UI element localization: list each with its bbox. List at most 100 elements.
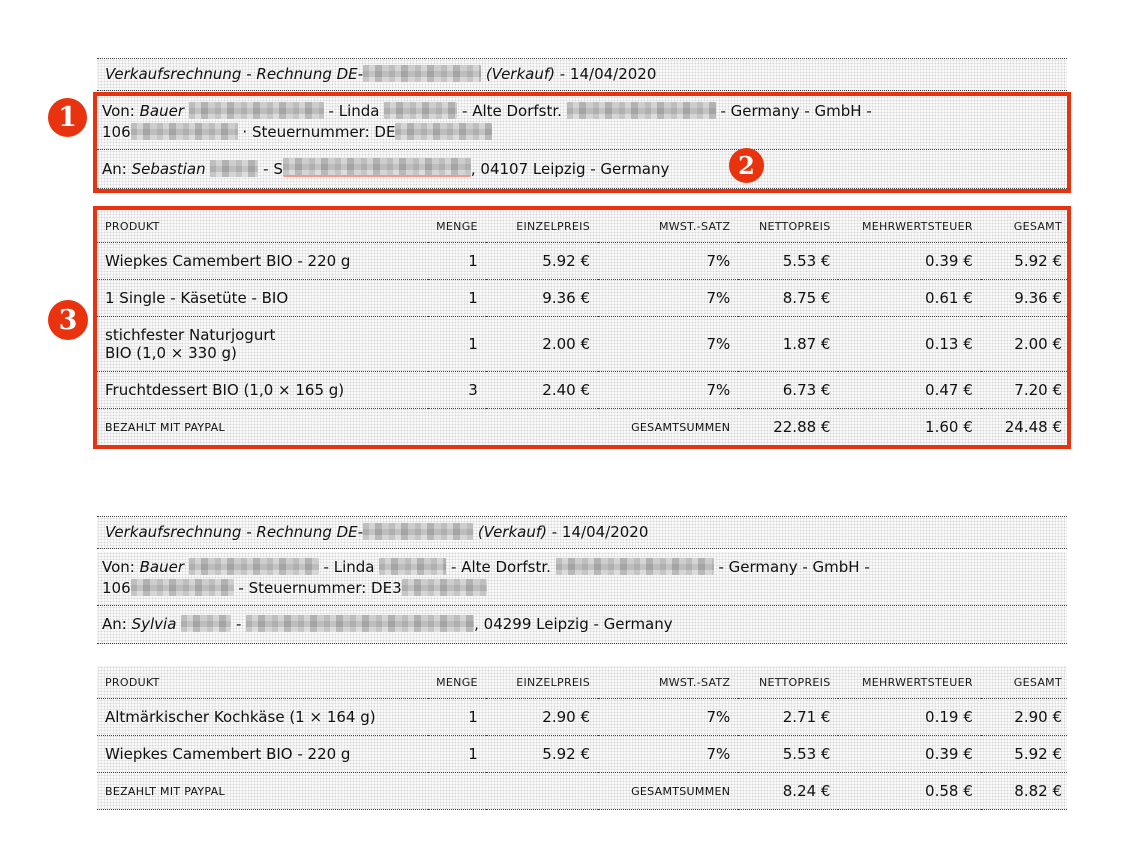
total-price: 2.00 € — [980, 316, 1067, 372]
table-footer: BEZAHLT MIT PAYPAL GESAMTSUMMEN 22.88 € … — [97, 408, 1067, 445]
invoice-1: Verkaufsrechnung - Rechnung DE- (Verkauf… — [93, 58, 1071, 449]
seller-line-2: 106 - Steuernummer: DE3 — [97, 578, 1067, 605]
product-row: Wiepkes Camembert BIO - 220 g 1 5.92 €7% 5.… — [97, 242, 1067, 280]
quantity: 1 — [427, 279, 486, 317]
redacted-text — [130, 579, 234, 596]
vat-amount: 0.47 € — [838, 371, 981, 409]
text-segment: - 14/04/2020 — [546, 523, 649, 541]
unit-price: 2.40 € — [485, 371, 598, 409]
redacted-text — [246, 615, 475, 632]
redacted-text — [555, 558, 714, 575]
redacted-text — [181, 615, 232, 632]
text-segment: Bauer — [139, 102, 184, 120]
text-segment: - S — [258, 160, 283, 178]
net-price: 2.71 € — [738, 698, 839, 736]
quantity: 1 — [427, 242, 486, 280]
text-segment: Sylvia — [131, 615, 177, 633]
text-segment: - 14/04/2020 — [554, 65, 657, 83]
invoice-1-product-table: PRODUKT MENGE EINZELPREIS MWST.-SATZ NET… — [97, 210, 1067, 445]
vat-amount: 0.39 € — [838, 242, 981, 280]
col-nettopreis: NETTOPREIS — [758, 676, 831, 689]
totals-label: GESAMTSUMMEN — [598, 772, 739, 810]
redacted-text — [363, 65, 482, 82]
text-segment: , 04107 Leipzig - Germany — [470, 160, 670, 178]
highlight-rect-table: PRODUKT MENGE EINZELPREIS MWST.-SATZ NET… — [93, 206, 1071, 449]
redacted-text — [384, 102, 458, 119]
text-segment: (Verkauf) — [473, 523, 547, 541]
total-price: 5.92 € — [980, 735, 1067, 773]
text-segment: , 04299 Leipzig - Germany — [474, 615, 673, 633]
redacted-text — [401, 579, 487, 596]
table-header-row: PRODUKT MENGE EINZELPREIS MWST.-SATZ NET… — [97, 666, 1067, 699]
unit-price: 9.36 € — [485, 279, 598, 317]
payment-method: BEZAHLT MIT PAYPAL — [97, 772, 598, 810]
col-einzelpreis: EINZELPREIS — [516, 676, 590, 689]
text-segment: Verkaufsrechnung - Rechnung DE- — [105, 523, 364, 541]
quantity: 1 — [427, 698, 486, 736]
seller-line-1: Von: Bauer - Linda - Alte Dorfstr. - Ger… — [97, 96, 1067, 122]
seller-line-2: 106 · Steuernummer: DE — [97, 122, 1067, 149]
col-nettopreis: NETTOPREIS — [758, 220, 831, 233]
text-segment: - Alte Dorfstr. — [457, 102, 567, 120]
invoice-2-seller: Von: Bauer - Linda - Alte Dorfstr. - Ger… — [97, 552, 1067, 606]
col-gesamt: GESAMT — [1013, 220, 1062, 233]
text-segment: - Steuernummer: DE3 — [233, 579, 402, 597]
col-mehrwertsteuer: MEHRWERTSTEUER — [861, 220, 973, 233]
annotation-badge-3: 3 — [48, 300, 88, 340]
invoice-1-buyer: An: Sebastian - S , 04107 Leipzig - Germa… — [97, 150, 1067, 189]
redacted-text — [210, 160, 259, 177]
totals-net: 22.88 € — [738, 408, 839, 445]
invoice-2: Verkaufsrechnung - Rechnung DE- (Verkauf… — [97, 516, 1067, 810]
vat-amount: 0.61 € — [838, 279, 981, 317]
text-segment: - Linda — [323, 102, 385, 120]
col-mwst-satz: MWST.-SATZ — [658, 676, 731, 689]
product-row: 1 Single - Käsetüte - BIO 1 9.36 €7% 8.75 €… — [97, 279, 1067, 317]
text-segment: An: — [102, 160, 132, 178]
seller-line-1: Von: Bauer - Linda - Alte Dorfstr. - Ger… — [97, 552, 1067, 578]
product-name: stichfester Naturjogurt BIO (1,0 × 330 g… — [97, 316, 428, 372]
table-body: Altmärkischer Kochkäse (1 × 164 g) 1 2.90 … — [97, 698, 1067, 773]
totals-vat: 1.60 € — [838, 408, 981, 445]
unit-price: 2.00 € — [485, 316, 598, 372]
quantity: 3 — [427, 371, 486, 409]
text-segment: Sebastian — [131, 160, 206, 178]
redacted-text — [130, 123, 238, 140]
table-header: PRODUKT MENGE EINZELPREIS MWST.-SATZ NET… — [97, 210, 1067, 243]
col-gesamt: GESAMT — [1013, 676, 1062, 689]
totals-label: GESAMTSUMMEN — [598, 408, 739, 445]
invoice-1-seller: Von: Bauer - Linda - Alte Dorfstr. - Ger… — [97, 96, 1067, 150]
net-price: 6.73 € — [738, 371, 839, 409]
text-segment: - Linda — [318, 558, 380, 576]
redacted-text — [188, 558, 319, 575]
text-segment: 106 — [102, 579, 131, 597]
redacted-text — [363, 523, 474, 540]
product-row: Wiepkes Camembert BIO - 220 g 1 5.92 €7% 5.… — [97, 735, 1067, 773]
total-price: 7.20 € — [980, 371, 1067, 409]
text-segment: - Germany - GmbH - — [715, 102, 872, 120]
col-produkt: PRODUKT — [105, 220, 160, 233]
totals-row: BEZAHLT MIT PAYPAL GESAMTSUMMEN 22.88 € … — [97, 408, 1067, 445]
product-name: 1 Single - Käsetüte - BIO — [97, 279, 428, 317]
col-mehrwertsteuer: MEHRWERTSTEUER — [861, 676, 973, 689]
totals-vat: 0.58 € — [838, 772, 981, 810]
redacted-text — [282, 158, 471, 177]
vat-rate: 7% — [598, 316, 739, 372]
col-mwst-satz: MWST.-SATZ — [658, 220, 731, 233]
annotation-badge-2: 2 — [729, 148, 764, 183]
quantity: 1 — [427, 316, 486, 372]
table-header: PRODUKT MENGE EINZELPREIS MWST.-SATZ NET… — [97, 666, 1067, 699]
text-segment: An: — [102, 615, 132, 633]
net-price: 1.87 € — [738, 316, 839, 372]
net-price: 5.53 € — [738, 242, 839, 280]
redacted-text — [379, 558, 447, 575]
text-segment: Bauer — [139, 558, 184, 576]
totals-row: BEZAHLT MIT PAYPAL GESAMTSUMMEN 8.24 € 0… — [97, 772, 1067, 810]
payment-method: BEZAHLT MIT PAYPAL — [97, 408, 598, 445]
invoice-2-title: Verkaufsrechnung - Rechnung DE- (Verkauf… — [97, 516, 1067, 549]
vat-rate: 7% — [598, 698, 739, 736]
vat-rate: 7% — [598, 242, 739, 280]
total-price: 2.90 € — [980, 698, 1067, 736]
invoice-2-product-table: PRODUKT MENGE EINZELPREIS MWST.-SATZ NET… — [97, 666, 1067, 810]
table-footer: BEZAHLT MIT PAYPAL GESAMTSUMMEN 8.24 € 0… — [97, 772, 1067, 810]
